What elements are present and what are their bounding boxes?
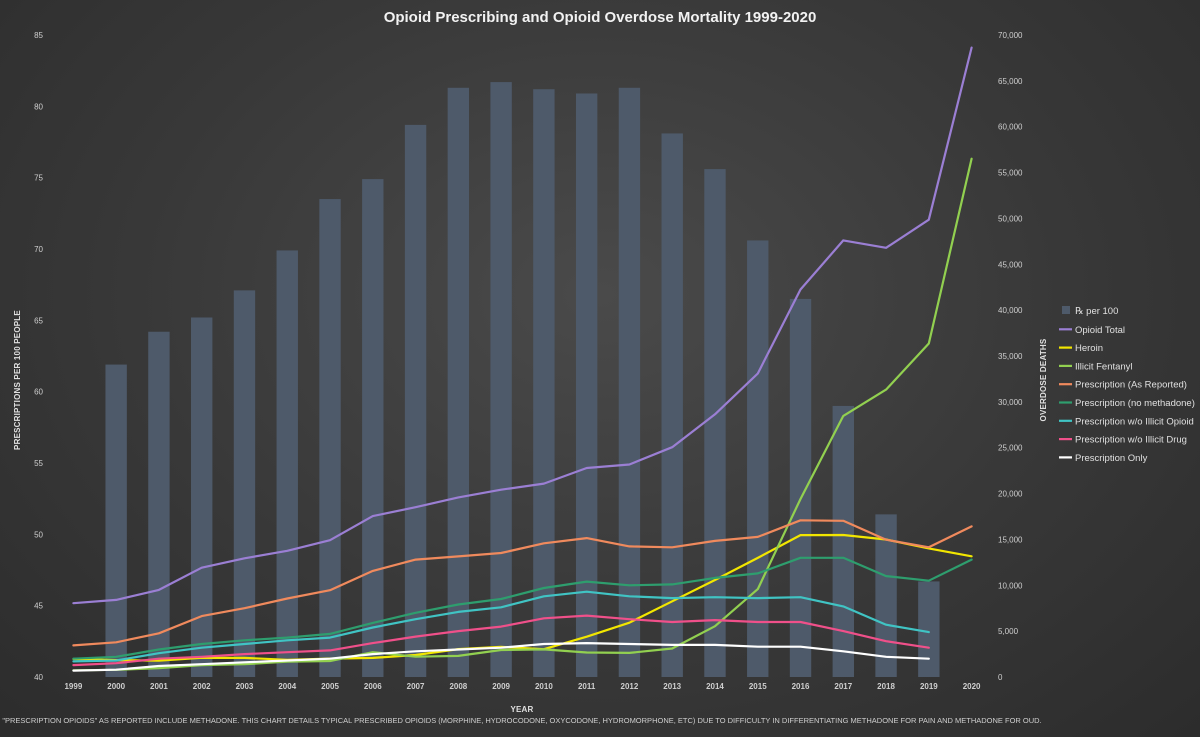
legend-label: Prescription Only: [1075, 453, 1148, 464]
line-prescription-w-o-illicit-drug: [72, 614, 930, 667]
bar-rx-per-100: [747, 240, 769, 677]
right-tick-label: 30,000: [998, 398, 1023, 407]
right-tick-label: 50,000: [998, 214, 1023, 223]
legend-label: ℞ per 100: [1075, 306, 1118, 317]
bar-rx-per-100: [362, 179, 384, 678]
bar-rx-per-100: [789, 298, 812, 677]
x-tick-label: 2018: [877, 682, 895, 691]
bar-rx-per-100: [832, 405, 854, 677]
right-axis: 0 5,000 10,000 15,000 20,000 25,000 30,000 35,0…: [998, 31, 1023, 682]
x-tick-label: 2015: [749, 682, 767, 691]
footnote: "PRESCRIPTION OPIOIDS" AS REPORTED INCLU…: [2, 716, 1041, 725]
bar-rx-per-100: [404, 124, 427, 677]
bar-rx-per-100: [661, 133, 683, 677]
right-tick-label: 0: [998, 673, 1003, 682]
right-tick-label: 10,000: [998, 581, 1023, 590]
bar-rx-per-100: [533, 89, 555, 678]
line-prescription-no-methadone: [72, 556, 973, 660]
x-tick-label: 2006: [364, 682, 382, 691]
bar-rx-per-100: [875, 514, 897, 677]
right-tick-label: 35,000: [998, 352, 1023, 361]
legend-swatch-bar: [1062, 306, 1070, 314]
x-tick-label: 2002: [193, 682, 211, 691]
x-axis-title: YEAR: [510, 705, 533, 714]
line-prescription-w-o-illicit-opioid: [72, 590, 930, 663]
right-tick-label: 60,000: [998, 123, 1023, 132]
x-tick-label: 2012: [621, 682, 639, 691]
legend-label: Prescription w/o Illicit Drug: [1075, 435, 1187, 446]
x-tick-label: 2014: [706, 682, 724, 691]
y-axis-left-title: PRESCRIPTIONS PER 100 PEOPLE: [13, 310, 22, 450]
x-tick-label: 2000: [107, 682, 125, 691]
right-tick-label: 15,000: [998, 535, 1023, 544]
bar-rx-per-100: [105, 364, 127, 677]
right-tick-label: 65,000: [998, 77, 1023, 86]
line-series: [72, 46, 973, 672]
x-tick-label: 2013: [663, 682, 681, 691]
left-tick-label: 65: [34, 316, 43, 325]
bar-rx-per-100: [319, 199, 341, 678]
right-tick-label: 70,000: [998, 31, 1023, 40]
x-tick-label: 2003: [236, 682, 254, 691]
bar-rx-per-100: [918, 581, 940, 677]
legend-label: Opioid Total: [1075, 325, 1125, 336]
x-tick-label: 2009: [492, 682, 510, 691]
legend: ℞ per 100 Opioid Total Heroin Illicit Fenta…: [1059, 306, 1195, 464]
x-tick-label: 2008: [449, 682, 467, 691]
y-axis-right-title: OVERDOSE DEATHS: [1039, 338, 1048, 421]
legend-label: Prescription w/o Illicit Opioid: [1075, 416, 1194, 427]
x-tick-label: 2007: [407, 682, 425, 691]
line-prescription-only: [72, 642, 930, 672]
legend-label: Prescription (As Reported): [1075, 380, 1187, 391]
x-tick-label: 2005: [321, 682, 339, 691]
legend-label: Heroin: [1075, 343, 1103, 354]
chart-title: Opioid Prescribing and Opioid Overdose M…: [384, 9, 817, 26]
x-tick-label: 2004: [278, 682, 296, 691]
legend-label: Illicit Fentanyl: [1075, 361, 1133, 372]
right-tick-label: 5,000: [998, 627, 1019, 636]
left-tick-label: 50: [34, 530, 43, 539]
left-tick-label: 55: [34, 459, 43, 468]
right-tick-label: 45,000: [998, 260, 1023, 269]
left-tick-label: 45: [34, 602, 43, 611]
x-tick-label: 2001: [150, 682, 168, 691]
line-opioid-total: [72, 46, 973, 605]
right-tick-label: 40,000: [998, 306, 1023, 315]
left-tick-label: 40: [34, 673, 43, 682]
bar-rx-per-100: [575, 93, 598, 677]
right-tick-label: 25,000: [998, 444, 1023, 453]
bar-rx-per-100: [447, 87, 470, 677]
bar-rx-per-100: [233, 290, 256, 677]
line-prescription-as-reported: [72, 519, 973, 647]
left-tick-label: 75: [34, 174, 43, 183]
x-tick-label: 2019: [920, 682, 938, 691]
right-tick-label: 20,000: [998, 490, 1023, 499]
bar-rx-per-100: [618, 87, 641, 677]
line-heroin: [72, 533, 973, 662]
bar-rx-per-100: [490, 82, 512, 677]
x-axis: 1999 2000 2001 2002 2003 2004 2005 2006 2007 2008…: [64, 682, 981, 691]
right-tick-label: 55,000: [998, 169, 1023, 178]
left-axis: 40 45 50 55 60 65 70 75 80 85: [34, 31, 43, 682]
x-tick-label: 2011: [578, 682, 596, 691]
line-illicit-fentanyl: [72, 157, 973, 672]
bar-rx-per-100: [704, 169, 726, 677]
x-tick-label: 2017: [834, 682, 852, 691]
left-tick-label: 60: [34, 388, 43, 397]
bar-series: [105, 82, 940, 678]
x-tick-label: 2010: [535, 682, 553, 691]
left-tick-label: 80: [34, 102, 43, 111]
x-tick-label: 2020: [963, 682, 981, 691]
bar-rx-per-100: [191, 317, 213, 677]
legend-label: Prescription (no methadone): [1075, 398, 1195, 409]
x-tick-label: 2016: [792, 682, 810, 691]
left-tick-label: 70: [34, 245, 43, 254]
bar-rx-per-100: [276, 250, 298, 677]
x-tick-label: 1999: [64, 682, 82, 691]
bar-rx-per-100: [148, 331, 170, 677]
left-tick-label: 85: [34, 31, 43, 40]
